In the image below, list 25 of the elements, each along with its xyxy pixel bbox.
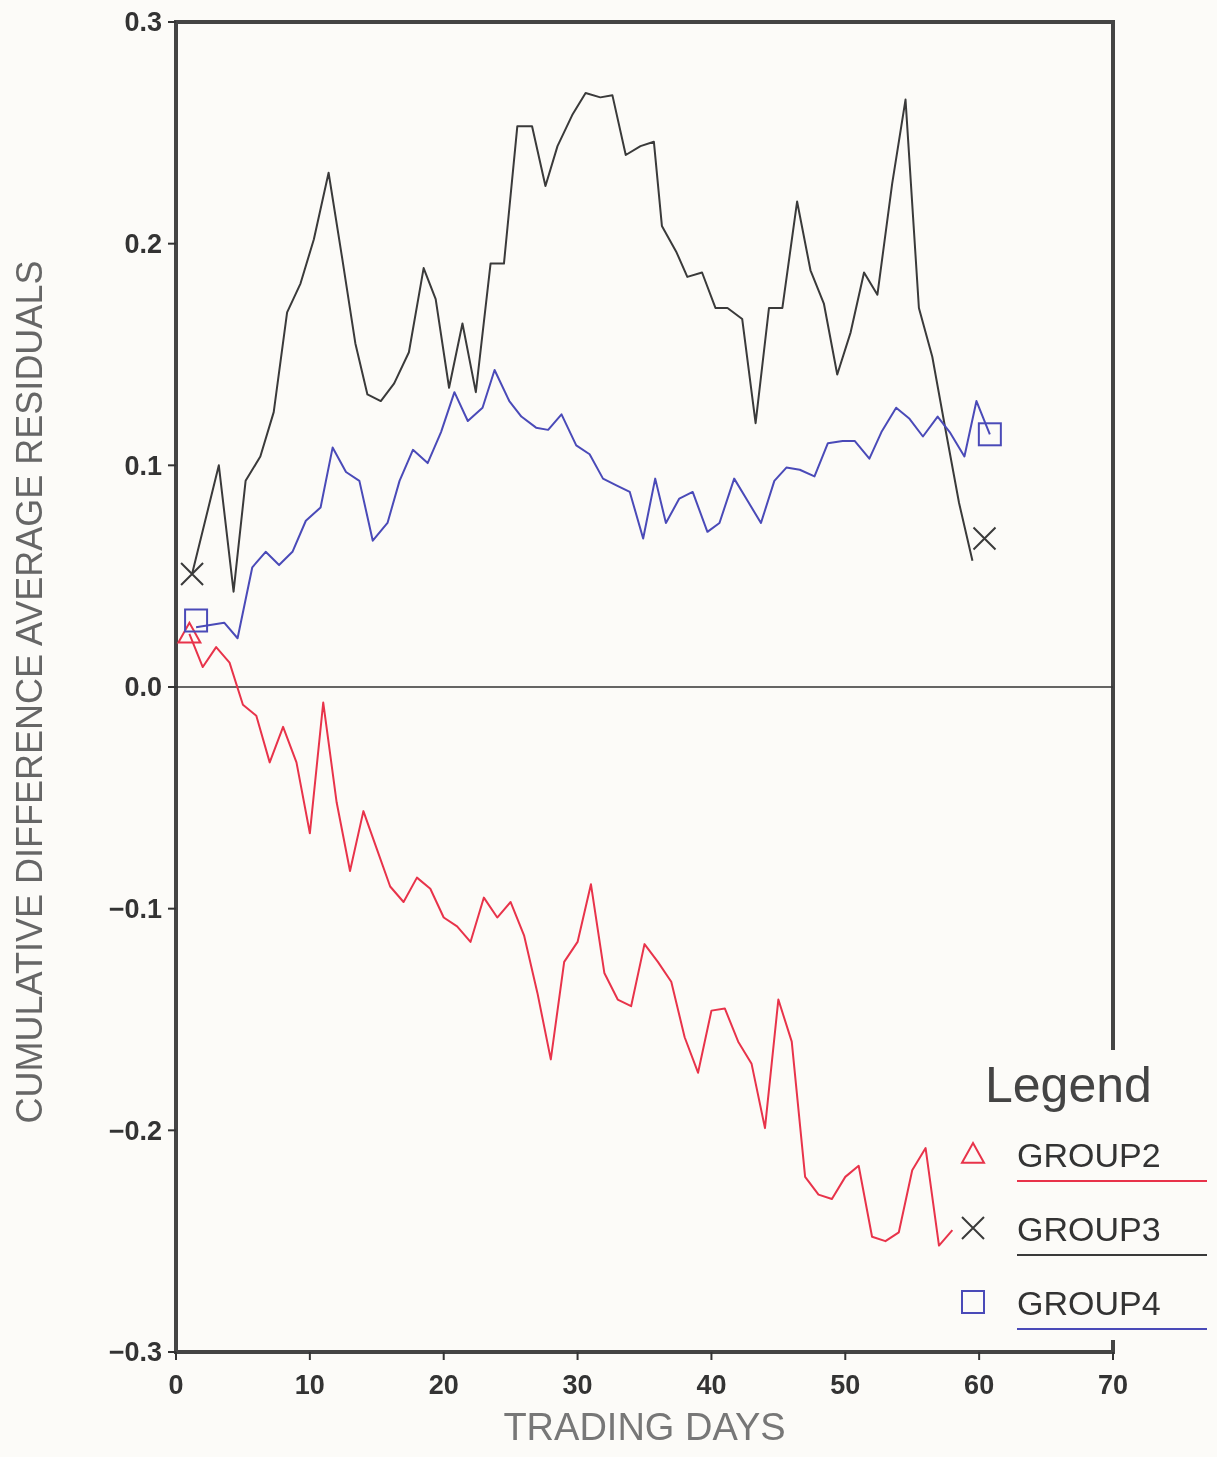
x-tick-label: 70 bbox=[1097, 1370, 1129, 1400]
legend-label: GROUP4 bbox=[1017, 1284, 1161, 1322]
legend-label: GROUP2 bbox=[1017, 1136, 1161, 1174]
y-tick-label: 0.2 bbox=[124, 229, 162, 260]
x-tick-label: 60 bbox=[964, 1370, 995, 1400]
x-tick-label: 50 bbox=[830, 1370, 861, 1400]
y-axis-title: CUMULATIVE DIFFERENCE AVERAGE RESIDUALS bbox=[9, 260, 50, 1124]
point bbox=[977, 422, 1002, 447]
x-tick-label: 10 bbox=[294, 1370, 325, 1400]
point bbox=[184, 608, 209, 633]
y-tick-label: −0.2 bbox=[108, 1115, 162, 1146]
legend-title: Legend bbox=[985, 1057, 1152, 1113]
y-tick-label: −0.1 bbox=[108, 894, 162, 925]
legend-label: GROUP3 bbox=[1017, 1210, 1161, 1248]
y-tick-label: 0.1 bbox=[124, 450, 162, 481]
x-tick-label: 20 bbox=[428, 1370, 459, 1400]
y-tick-label: −0.3 bbox=[108, 1337, 162, 1368]
y-tick-label: 0.3 bbox=[124, 7, 162, 38]
x-tick-label: 40 bbox=[696, 1370, 727, 1400]
point bbox=[177, 621, 202, 644]
point bbox=[972, 526, 997, 551]
x-tick-label: 0 bbox=[168, 1370, 184, 1400]
x-axis-title: TRADING DAYS bbox=[503, 1406, 786, 1448]
x-tick-label: 30 bbox=[562, 1370, 593, 1400]
y-tick-label: 0.0 bbox=[124, 672, 162, 703]
